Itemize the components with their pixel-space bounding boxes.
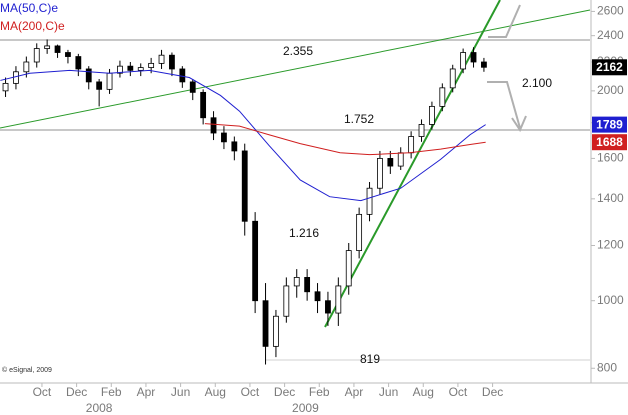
- x-tick-label: Aug: [413, 385, 434, 399]
- candle-body: [408, 136, 415, 154]
- candle-body: [137, 67, 144, 71]
- x-group-label: 2009: [292, 401, 319, 415]
- candle-body: [200, 91, 207, 119]
- candle-body: [65, 52, 71, 57]
- candle-body: [304, 277, 311, 293]
- candle-body: [470, 52, 477, 63]
- candle-body: [335, 285, 342, 314]
- candle-body: [231, 141, 238, 152]
- candle-body: [75, 56, 82, 70]
- x-tick-label: Apr: [345, 385, 364, 399]
- candle-body: [23, 61, 30, 73]
- annotation-lines: [0, 0, 591, 361]
- y-tick-label: 2600: [597, 4, 624, 18]
- candles: [2, 39, 487, 365]
- candle-body: [189, 81, 196, 93]
- x-tick-label: Oct: [33, 385, 52, 399]
- candle-body: [44, 45, 51, 49]
- moving-average: [0, 69, 486, 202]
- candle-body: [283, 285, 290, 317]
- candle-body: [439, 87, 446, 107]
- x-tick-label: Oct: [449, 385, 468, 399]
- y-tick-label: 800: [597, 360, 617, 374]
- x-tick-label: Feb: [101, 385, 122, 399]
- annotation: 1.216: [289, 226, 319, 240]
- candle-body: [96, 81, 103, 90]
- candle-body: [252, 220, 259, 302]
- candle-body: [325, 300, 331, 314]
- annotation: 2.100: [522, 76, 552, 90]
- last-value-label: 2162: [596, 60, 623, 74]
- x-tick-label: Dec: [482, 385, 503, 399]
- candle-body: [33, 48, 40, 63]
- candle-body: [54, 45, 61, 53]
- credit: © eSignal, 2009: [2, 366, 52, 374]
- x-group-label: 2008: [86, 401, 113, 415]
- candle-body: [117, 65, 123, 74]
- candle-body: [293, 277, 300, 287]
- candle-body: [179, 68, 186, 83]
- x-tick-label: Dec: [274, 385, 295, 399]
- legend-entry: MA(50,C)e: [0, 1, 58, 15]
- candle-body: [356, 213, 363, 251]
- legend-entry: MA(200,C)e: [0, 19, 65, 33]
- y-tick-label: 1200: [597, 238, 624, 252]
- candle-body: [262, 300, 269, 347]
- candle-body: [127, 65, 134, 71]
- candle-body: [366, 187, 373, 215]
- candle-body: [169, 54, 175, 70]
- candle-body: [314, 291, 321, 302]
- arrow-head: [511, 115, 527, 133]
- x-tick-label: Feb: [309, 385, 330, 399]
- last-value-label: 1789: [596, 117, 623, 131]
- candle-body: [158, 54, 165, 64]
- x-tick-label: Dec: [66, 385, 87, 399]
- y-tick-label: 1000: [597, 293, 624, 307]
- candle-body: [85, 68, 92, 83]
- candle-body: [418, 124, 425, 137]
- candle-body: [429, 105, 435, 125]
- y-tick-label: 1600: [597, 151, 624, 165]
- candle-body: [13, 71, 19, 84]
- candle-body: [221, 132, 227, 143]
- candle-body: [273, 315, 279, 347]
- y-tick-label: 2000: [597, 83, 624, 97]
- trend-line: [0, 9, 591, 129]
- candle-body: [148, 62, 155, 68]
- candle-body: [387, 158, 394, 167]
- x-tick-label: Jun: [379, 385, 398, 399]
- x-tick-label: Apr: [137, 385, 156, 399]
- candle-body: [449, 68, 456, 89]
- x-tick-label: Jun: [171, 385, 190, 399]
- candle-body: [460, 52, 467, 70]
- annotation: 2.355: [283, 44, 313, 58]
- moving-average: [204, 123, 486, 156]
- last-value-box: [592, 116, 627, 133]
- candle-body: [397, 152, 404, 167]
- arrow: [487, 81, 521, 129]
- x-tick-label: Aug: [205, 385, 226, 399]
- annotation: 819: [360, 352, 380, 366]
- y-tick-label: 2400: [597, 28, 624, 42]
- candle-body: [210, 117, 217, 134]
- x-tick-label: Oct: [241, 385, 260, 399]
- candle-body: [377, 158, 383, 189]
- last-value-box: [592, 134, 627, 151]
- arrow: [488, 4, 521, 38]
- candle-body: [106, 72, 113, 90]
- candle-body: [345, 250, 352, 287]
- last-value-box: [592, 59, 627, 76]
- candle-body: [2, 82, 9, 92]
- candle-body: [241, 150, 248, 222]
- candle-body: [481, 61, 487, 68]
- y-tick-label: 1400: [597, 191, 624, 205]
- annotation: 1.752: [344, 112, 374, 126]
- last-value-label: 1688: [596, 135, 623, 149]
